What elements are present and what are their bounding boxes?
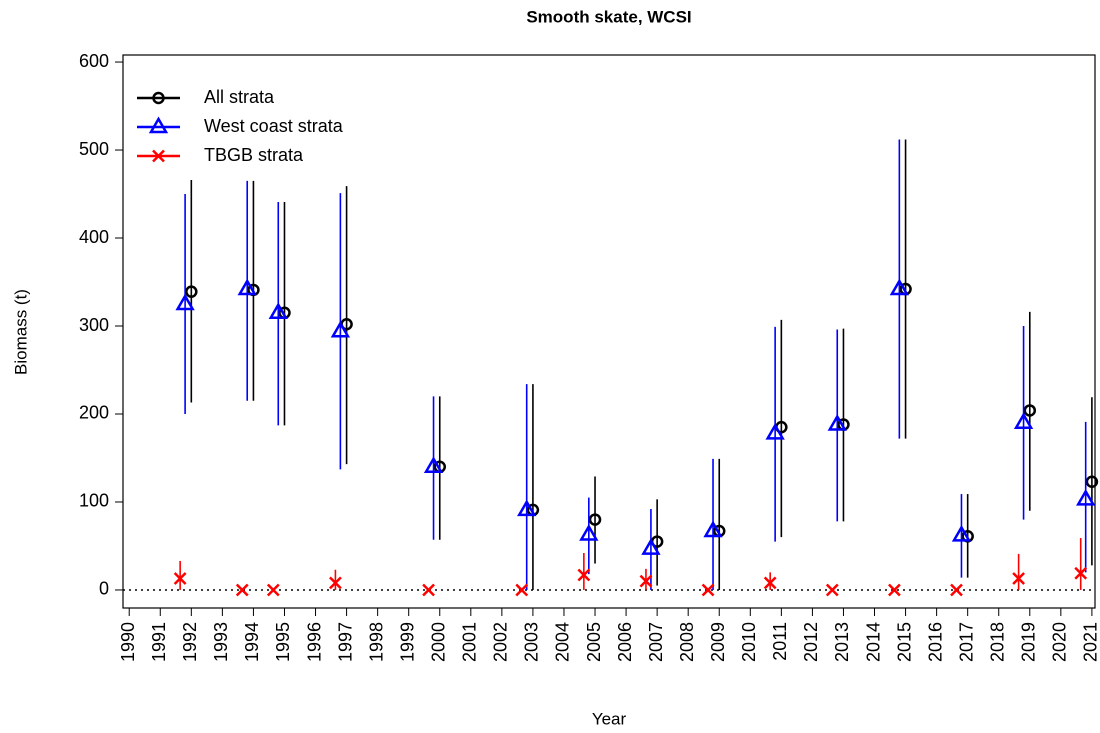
x-tick-label: 2021 xyxy=(1081,622,1100,662)
point xyxy=(888,583,901,597)
point xyxy=(1012,572,1025,585)
x-axis-label: Year xyxy=(592,709,627,728)
x-tick-label: 2002 xyxy=(491,622,511,662)
legend-marker xyxy=(152,149,165,163)
x-tick-label: 2006 xyxy=(615,622,635,662)
x-tick-label: 1993 xyxy=(211,622,231,662)
point xyxy=(763,576,777,590)
x-tick-label: 1994 xyxy=(242,622,262,662)
y-tick-label: 0 xyxy=(99,579,109,599)
y-tick-label: 600 xyxy=(79,51,109,71)
x-tick-label: 2003 xyxy=(522,622,542,662)
legend-label: West coast strata xyxy=(204,116,344,136)
plot-frame xyxy=(122,54,1096,609)
x-tick-label: 2004 xyxy=(553,622,573,662)
point xyxy=(1085,475,1099,488)
x-tick-label: 2012 xyxy=(801,622,821,662)
x-tick-label: 1998 xyxy=(366,622,386,662)
point xyxy=(175,293,195,311)
point xyxy=(237,278,257,296)
x-tick-label: 2019 xyxy=(1019,622,1039,662)
x-tick-label: 1990 xyxy=(118,622,138,662)
x-tick-label: 2017 xyxy=(956,622,976,662)
point xyxy=(701,583,715,597)
y-tick-label: 400 xyxy=(79,227,109,247)
x-tick-label: 2009 xyxy=(708,622,728,662)
chart-title: Smooth skate, WCSI xyxy=(526,7,691,26)
point xyxy=(1013,412,1034,430)
point xyxy=(266,583,280,597)
x-tick-label: 2010 xyxy=(739,622,759,662)
point xyxy=(950,583,963,597)
x-tick-label: 1995 xyxy=(273,622,293,662)
point xyxy=(515,583,529,597)
point xyxy=(577,568,591,582)
point xyxy=(1023,404,1037,417)
point xyxy=(185,285,198,298)
y-tick-label: 100 xyxy=(79,491,109,511)
x-tick-label: 2014 xyxy=(863,622,883,662)
x-tick-label: 2008 xyxy=(677,622,697,662)
point xyxy=(588,513,602,526)
x-tick-label: 2000 xyxy=(429,622,449,662)
point xyxy=(1076,488,1096,506)
point xyxy=(423,456,444,474)
point xyxy=(951,524,972,542)
x-tick-label: 2011 xyxy=(770,622,790,661)
x-tick-label: 2007 xyxy=(646,622,666,662)
point xyxy=(330,320,351,338)
x-tick-label: 1999 xyxy=(397,622,417,662)
x-tick-label: 2001 xyxy=(460,622,480,662)
point xyxy=(235,583,249,597)
x-tick-label: 2016 xyxy=(925,622,945,662)
point xyxy=(329,576,342,590)
point xyxy=(641,538,661,555)
x-tick-label: 1997 xyxy=(335,622,355,662)
x-tick-label: 2005 xyxy=(584,622,604,662)
legend-marker xyxy=(152,91,165,105)
point xyxy=(422,583,435,597)
point xyxy=(639,574,653,588)
x-tick-label: 2013 xyxy=(832,622,852,662)
y-tick-label: 500 xyxy=(79,139,109,159)
point xyxy=(268,302,288,320)
point xyxy=(889,278,910,296)
y-tick-label: 300 xyxy=(79,315,109,335)
point xyxy=(703,520,723,538)
point xyxy=(173,572,187,585)
legend-label: All strata xyxy=(204,87,275,107)
x-tick-label: 1991 xyxy=(149,622,169,662)
legend-marker xyxy=(148,116,169,134)
x-tick-label: 2015 xyxy=(894,622,914,662)
point xyxy=(765,422,785,440)
x-tick-label: 2020 xyxy=(1050,622,1070,662)
y-axis-label: Biomass (t) xyxy=(11,289,30,375)
x-tick-label: 1996 xyxy=(304,622,324,662)
point xyxy=(579,524,599,541)
x-tick-label: 1992 xyxy=(180,622,200,662)
y-tick-label: 200 xyxy=(79,403,109,423)
legend-label: TBGB strata xyxy=(204,145,304,165)
point xyxy=(827,414,847,431)
point xyxy=(1074,566,1088,580)
point xyxy=(517,499,537,517)
x-tick-label: 2018 xyxy=(987,622,1007,662)
point xyxy=(825,583,839,597)
